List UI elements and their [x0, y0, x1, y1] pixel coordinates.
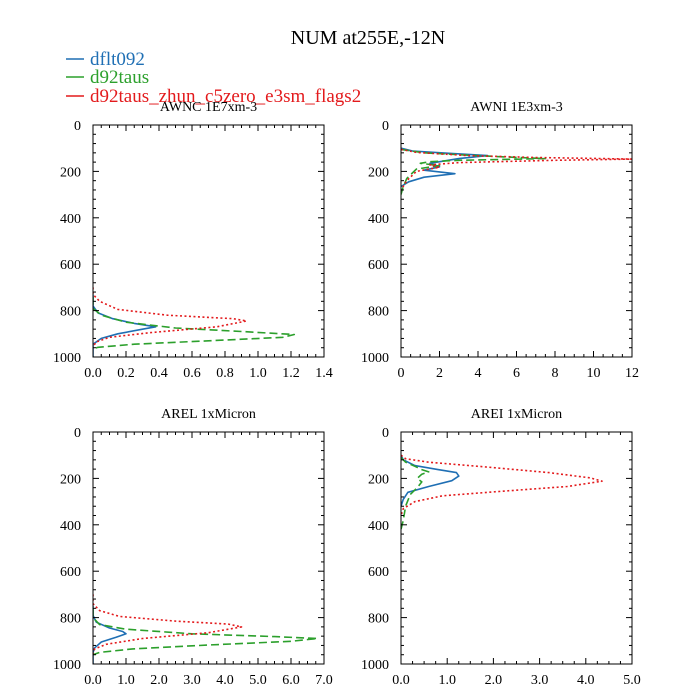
panels: AWNC 1E7xm-30.0 0.2 0.4 0.6 0.8 1.0 1.2 1.40200… — [53, 100, 641, 688]
series-group — [93, 287, 296, 357]
series-line-d92taus-zhun-c5zero-e3sm-flags2 — [93, 287, 248, 348]
y-tick-label: 200 — [60, 472, 81, 487]
y-tick-label: 0 — [74, 119, 81, 134]
series-line-d92taus — [401, 456, 430, 530]
series-group — [401, 147, 632, 195]
y-tick-label: 400 — [368, 212, 389, 227]
y-tick-label: 1000 — [53, 351, 81, 366]
x-tick-label: 1.2 — [282, 366, 300, 381]
x-tick-label: 0.4 — [150, 366, 168, 381]
x-tick-label: 1.0 — [438, 673, 456, 688]
y-tick-label: 1000 — [361, 658, 389, 673]
plot-frame — [400, 431, 633, 665]
series-line-d92taus-zhun-c5zero-e3sm-flags2 — [401, 454, 603, 516]
legend-label-d92taus: d92taus — [90, 67, 149, 88]
y-tick-label: 200 — [368, 472, 389, 487]
figure-title: NUM at255E,-12N — [291, 27, 445, 49]
series-group — [401, 454, 603, 530]
series-line-d92taus-zhun-c5zero-e3sm-flags2 — [401, 148, 632, 191]
y-tick-label: 800 — [60, 305, 81, 320]
y-tick-label: 1000 — [361, 351, 389, 366]
panel-1: AWNC 1E7xm-3 0.0 0.2 0.4 0.6 0.8 1.0 1.2 1.4 0 200… — [53, 100, 333, 381]
x-tick-label: 1.0 — [117, 673, 135, 688]
legend-entry-d92taus: d92taus — [66, 67, 149, 88]
x-tick-label: 4 — [475, 366, 482, 381]
y-tick-label: 600 — [60, 565, 81, 580]
x-tick-label: 3.0 — [183, 673, 201, 688]
x-tick-label: 0.0 — [84, 366, 102, 381]
series-line-d92taus — [93, 608, 319, 656]
x-tick-label: 0.2 — [117, 366, 135, 381]
y-tick-label: 0 — [74, 426, 81, 441]
series-group — [93, 594, 319, 664]
x-tick-label: 3.0 — [531, 673, 549, 688]
x-tick-label: 10 — [587, 366, 601, 381]
legend: dflt092 d92taus d92taus_zhun_c5zero_e3sm… — [66, 49, 361, 107]
panel-4: AREI 1xMicron 0.0 1.0 2.0 3.0 4.0 5.0 0 200 400 60… — [361, 407, 641, 688]
x-tick-label: 6 — [513, 366, 520, 381]
x-tick-label: 8 — [552, 366, 559, 381]
x-tick-label: 4.0 — [216, 673, 234, 688]
legend-label-dflt092: dflt092 — [90, 49, 145, 70]
x-tick-label: 12 — [625, 366, 639, 381]
panel-3: AREL 1xMicron 0.0 1.0 2.0 3.0 4.0 5.0 6.0 7.0 0 20… — [53, 407, 333, 688]
y-tick-label: 800 — [368, 305, 389, 320]
x-tick-label: 0.0 — [392, 673, 410, 688]
plot-frame — [92, 431, 325, 665]
y-tick-label: 600 — [368, 565, 389, 580]
y-tick-label: 400 — [60, 212, 81, 227]
x-tick-label: 1.4 — [315, 366, 333, 381]
x-tick-label: 0 — [398, 366, 405, 381]
panel-title: AREL 1xMicron — [161, 407, 256, 422]
x-tick-label: 4.0 — [577, 673, 595, 688]
x-tick-label: 5.0 — [249, 673, 267, 688]
legend-entry-dflt092: dflt092 — [66, 49, 145, 70]
legend-label-d92taus-zhun: d92taus_zhun_c5zero_e3sm_flags2 — [90, 86, 361, 107]
y-tick-label: 200 — [368, 165, 389, 180]
y-tick-label: 400 — [368, 519, 389, 534]
x-tick-label: 1.0 — [249, 366, 267, 381]
y-tick-label: 200 — [60, 165, 81, 180]
y-tick-label: 600 — [60, 258, 81, 273]
x-tick-label: 7.0 — [315, 673, 333, 688]
y-tick-label: 0 — [382, 119, 389, 134]
y-tick-label: 1000 — [53, 658, 81, 673]
panel-title: AREI 1xMicron — [471, 407, 562, 422]
panel-title: AWNC 1E7xm-3 — [160, 100, 257, 115]
series-line-dflt092 — [93, 606, 127, 664]
x-tick-label: 2.0 — [150, 673, 168, 688]
x-tick-label: 2 — [436, 366, 443, 381]
series-line-d92taus — [93, 296, 296, 350]
x-tick-label: 0.6 — [183, 366, 201, 381]
y-tick-label: 400 — [60, 519, 81, 534]
legend-entry-d92taus-zhun: d92taus_zhun_c5zero_e3sm_flags2 — [66, 86, 361, 107]
y-tick-label: 800 — [368, 612, 389, 627]
y-tick-label: 0 — [382, 426, 389, 441]
y-tick-label: 600 — [368, 258, 389, 273]
x-tick-label: 5.0 — [623, 673, 641, 688]
x-tick-label: 0.0 — [84, 673, 102, 688]
series-line-dflt092 — [401, 454, 460, 507]
panel-title: AWNI 1E3xm-3 — [470, 100, 563, 115]
series-line-d92taus-zhun-c5zero-e3sm-flags2 — [93, 594, 243, 654]
x-tick-label: 2.0 — [485, 673, 503, 688]
x-tick-label: 6.0 — [282, 673, 300, 688]
y-tick-label: 800 — [60, 612, 81, 627]
x-tick-label: 0.8 — [216, 366, 234, 381]
panel-2: AWNI 1E3xm-3 0 2 4 6 8 10 12 0 200 400 600 800 1000 — [361, 100, 639, 381]
